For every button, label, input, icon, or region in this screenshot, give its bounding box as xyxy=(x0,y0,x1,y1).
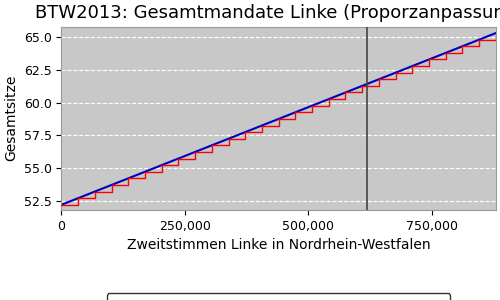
Sitze real xyxy=(493,31,499,35)
Sitze ideal xyxy=(397,69,403,73)
Sitze ideal xyxy=(405,66,411,70)
Line: Sitze real: Sitze real xyxy=(62,33,496,205)
Line: Sitze ideal: Sitze ideal xyxy=(62,33,496,205)
Sitze ideal xyxy=(250,127,256,131)
Sitze real xyxy=(176,157,182,160)
Title: BTW2013: Gesamtmandate Linke (Proporzanpassung): BTW2013: Gesamtmandate Linke (Proporzanp… xyxy=(34,4,500,22)
Sitze real xyxy=(58,203,64,207)
Sitze real xyxy=(309,104,315,107)
Sitze ideal xyxy=(234,134,240,137)
Sitze ideal xyxy=(58,203,64,207)
Sitze ideal xyxy=(103,185,109,189)
Sitze real xyxy=(342,97,348,101)
Sitze ideal xyxy=(356,85,362,89)
Sitze real xyxy=(326,104,332,107)
Legend: Sitze ideal, Sitze real, Wahlergebnis: Sitze ideal, Sitze real, Wahlergebnis xyxy=(107,293,450,300)
Sitze ideal xyxy=(493,31,499,35)
Sitze real xyxy=(442,51,448,55)
X-axis label: Zweitstimmen Linke in Nordrhein-Westfalen: Zweitstimmen Linke in Nordrhein-Westfale… xyxy=(127,238,430,252)
Sitze real xyxy=(392,71,398,74)
Y-axis label: Gesamtsitze: Gesamtsitze xyxy=(4,75,18,161)
